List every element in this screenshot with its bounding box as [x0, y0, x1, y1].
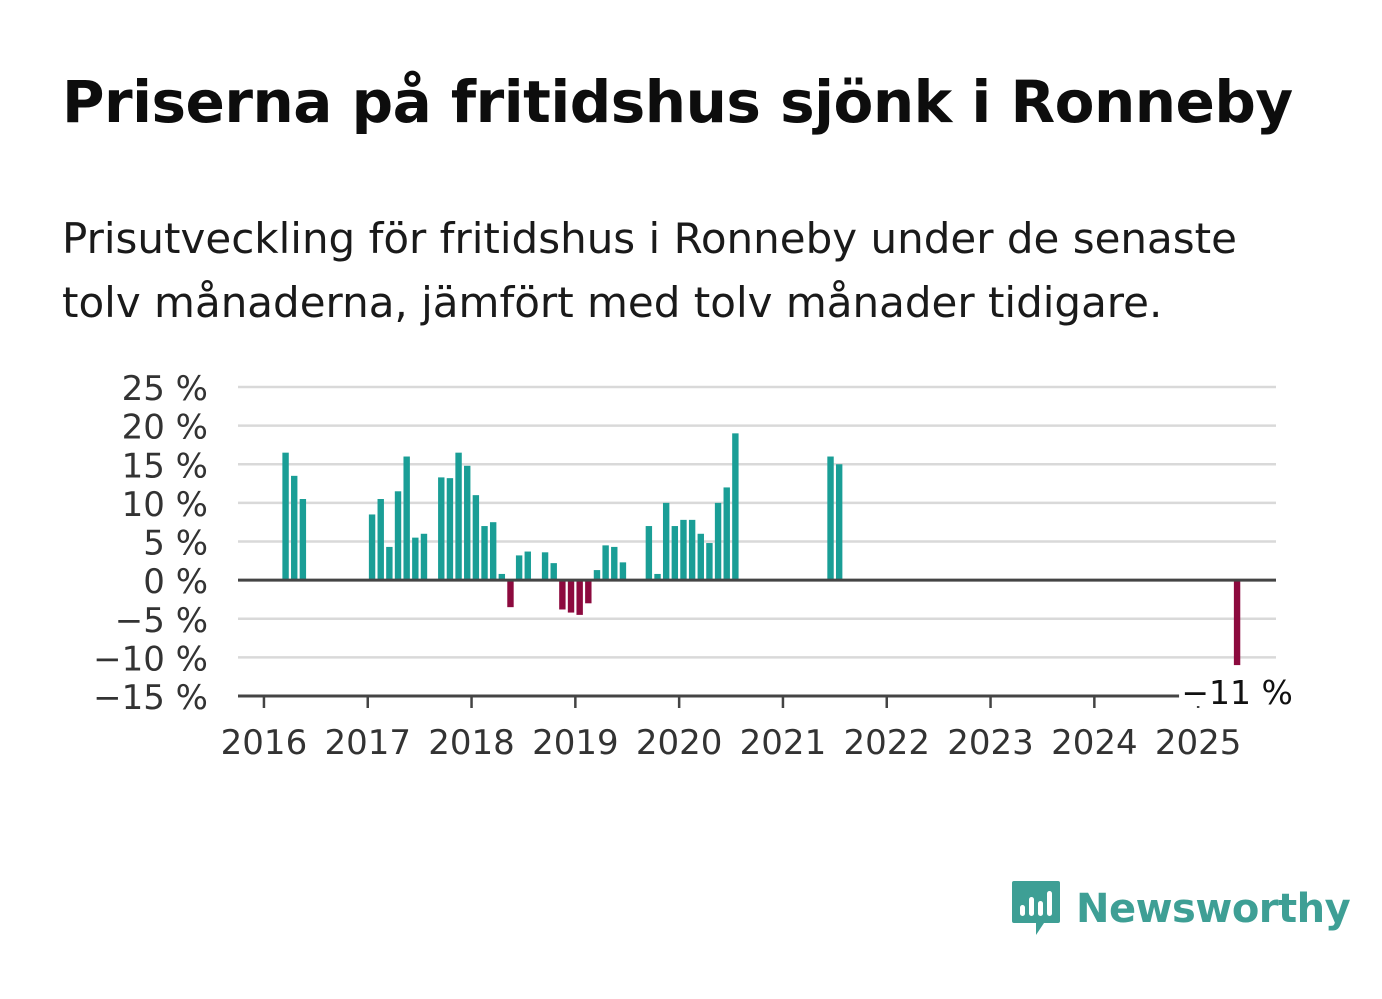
- bar: [515, 555, 523, 581]
- bar: [489, 522, 497, 581]
- bar: [550, 563, 557, 581]
- bar: [541, 552, 549, 581]
- bar: [438, 477, 445, 581]
- bar: [1233, 580, 1241, 666]
- x-tick-label: 2016: [221, 723, 308, 763]
- y-tick-label: −5 %: [115, 601, 208, 641]
- bar: [412, 537, 419, 581]
- y-tick-label: 20 %: [122, 408, 208, 448]
- x-tick-label: 2025: [1155, 723, 1242, 763]
- bar: [559, 580, 566, 610]
- y-tick-label: 25 %: [122, 369, 208, 409]
- bar: [619, 562, 627, 581]
- bar: [706, 543, 713, 581]
- x-tick-label: 2017: [324, 723, 411, 763]
- bar: [403, 456, 410, 581]
- x-tick-label: 2020: [636, 723, 723, 763]
- bar: [835, 464, 843, 581]
- y-tick-label: 0 %: [143, 562, 208, 602]
- bar: [455, 452, 462, 581]
- chart-title: Priserna på fritidshus sjönk i Ronneby: [62, 68, 1293, 136]
- bar: [446, 478, 454, 581]
- x-tick-label: 2024: [1051, 723, 1138, 763]
- bar: [567, 580, 575, 613]
- x-tick-label: 2019: [532, 723, 619, 763]
- bar: [680, 519, 687, 581]
- bar: [654, 573, 661, 581]
- y-tick-label: 5 %: [143, 524, 208, 564]
- bar: [576, 580, 583, 615]
- bar: [611, 546, 618, 581]
- bar-chart-badge-icon: [1012, 881, 1060, 935]
- bar: [394, 491, 402, 581]
- annotation-background: [1179, 666, 1300, 706]
- bar: [723, 487, 730, 581]
- bar: [282, 452, 289, 581]
- bar: [671, 526, 679, 581]
- bar: [299, 499, 307, 581]
- bar: [585, 580, 592, 604]
- bar: [368, 514, 376, 581]
- x-tick-label: 2022: [843, 723, 930, 763]
- y-tick-label: 10 %: [122, 485, 208, 525]
- y-tick-label: 15 %: [122, 446, 208, 486]
- bar: [377, 499, 384, 581]
- bar: [645, 526, 653, 581]
- bar: [714, 502, 722, 581]
- x-tick-label: 2023: [947, 723, 1034, 763]
- bar: [386, 546, 393, 581]
- bar: [662, 502, 670, 581]
- newsworthy-logo: Newsworthy: [1010, 878, 1351, 940]
- bar: [697, 533, 704, 581]
- annotation-label: −11 %: [1181, 673, 1293, 712]
- bar: [827, 456, 834, 581]
- bar: [420, 533, 428, 581]
- x-tick-label: 2018: [428, 723, 515, 763]
- bar: [498, 573, 506, 581]
- bar: [291, 475, 298, 581]
- chart-subtitle: Prisutveckling för fritidshus i Ronneby …: [62, 214, 1237, 327]
- bar: [472, 495, 480, 581]
- x-tick-label: 2021: [740, 723, 827, 763]
- bar: [481, 526, 488, 581]
- bar: [593, 570, 601, 581]
- bar: [464, 465, 471, 581]
- bar: [602, 545, 609, 581]
- y-tick-label: −15 %: [93, 678, 208, 718]
- y-tick-label: −10 %: [93, 639, 208, 679]
- bar: [507, 580, 514, 608]
- bar: [524, 551, 531, 581]
- brand-name: Newsworthy: [1076, 886, 1351, 932]
- bar: [688, 519, 696, 581]
- bar: [732, 433, 739, 581]
